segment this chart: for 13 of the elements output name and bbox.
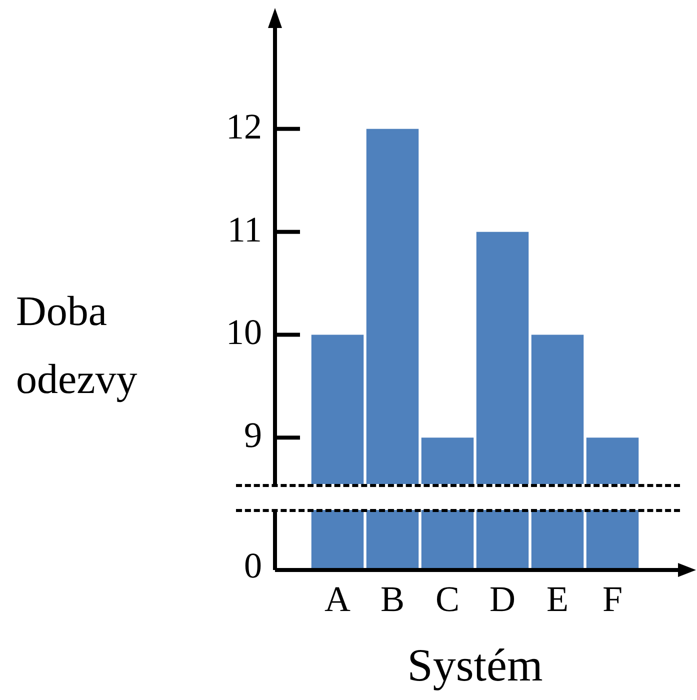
x-tick-label: C bbox=[435, 579, 460, 620]
x-tick-label: D bbox=[490, 579, 516, 620]
x-tick-label: B bbox=[380, 579, 405, 620]
y-axis-title: Doba odezvy bbox=[16, 288, 138, 405]
x-tick-label: A bbox=[324, 579, 350, 620]
x-axis-title: Systém bbox=[407, 639, 543, 690]
y-tick-label: 12 bbox=[226, 106, 262, 146]
y-tick-label: 11 bbox=[227, 209, 262, 250]
y-tick-label: 10 bbox=[226, 312, 262, 352]
x-tick-label: F bbox=[602, 579, 623, 620]
x-tick-label: E bbox=[546, 579, 568, 620]
text: 0 bbox=[244, 545, 262, 586]
y-tick-label: 9 bbox=[244, 415, 262, 456]
